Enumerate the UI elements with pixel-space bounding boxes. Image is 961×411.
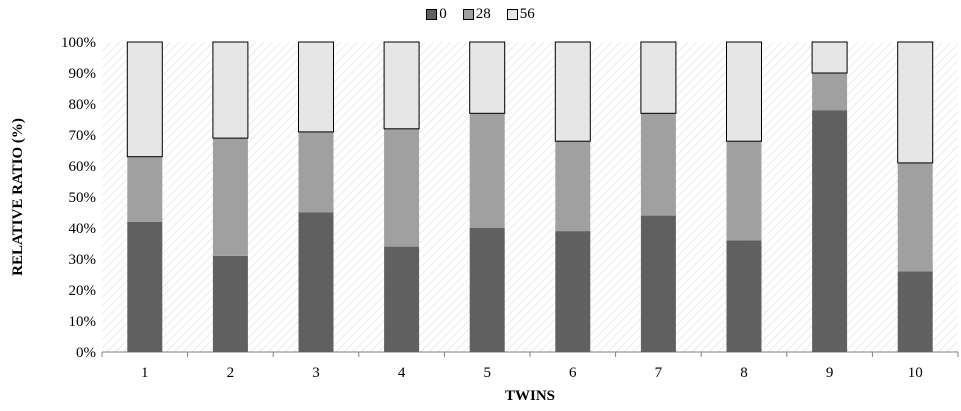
bar-segment-series-0-twin-1 (127, 221, 163, 352)
y-tick-label: 40% (69, 221, 97, 237)
bar-segment-series-28-twin-3 (298, 131, 334, 213)
x-tick-label: 3 (312, 365, 320, 381)
y-tick-label: 100% (61, 35, 96, 51)
bar-segment-series-28-twin-2 (212, 138, 248, 256)
bar-segment-series-56-twin-4 (383, 41, 420, 130)
y-tick-label: 10% (69, 314, 97, 330)
y-axis-title: RELATIVE RATIO (%) (10, 118, 26, 276)
legend-item-0: 0 (426, 6, 447, 23)
x-tick-label: 5 (483, 365, 491, 381)
legend-swatch-56 (506, 9, 518, 20)
bar-segment-series-56-twin-10 (897, 41, 934, 164)
bar-segment-series-0-twin-2 (212, 255, 248, 352)
bar-segment-series-0-twin-3 (298, 212, 334, 352)
legend-item-56: 56 (506, 6, 535, 23)
bar-segment-series-28-twin-9 (812, 73, 848, 111)
bar-segment-series-56-twin-3 (298, 41, 334, 133)
x-tick-label: 7 (655, 365, 663, 381)
y-tick-label: 0% (76, 345, 96, 361)
bar-segment-series-28-twin-1 (127, 156, 163, 222)
legend-item-28: 28 (462, 6, 491, 23)
bar-segment-series-28-twin-10 (897, 162, 933, 272)
bar-segment-series-0-twin-8 (726, 240, 762, 352)
legend-swatch-0 (426, 9, 438, 20)
bar-segment-series-28-twin-4 (384, 128, 420, 247)
bar-segment-series-56-twin-9 (811, 41, 848, 74)
bar-segment-series-0-twin-6 (555, 231, 591, 352)
x-tick-label: 4 (398, 365, 406, 381)
y-tick-label: 50% (69, 190, 97, 206)
bar-segment-series-56-twin-2 (212, 41, 249, 139)
bar-segment-series-0-twin-4 (384, 246, 420, 352)
bar-segment-series-56-twin-5 (469, 41, 506, 114)
y-tick-label: 30% (69, 252, 97, 268)
bar-segment-series-0-twin-10 (897, 271, 933, 352)
bar-segment-series-56-twin-6 (554, 41, 591, 142)
legend: 0 28 56 (0, 6, 961, 23)
legend-label-56: 56 (519, 6, 535, 22)
legend-label-0: 0 (439, 6, 447, 22)
legend-label-28: 28 (475, 6, 491, 22)
bar-segment-series-56-twin-8 (726, 41, 762, 142)
legend-swatch-28 (462, 9, 474, 20)
bar-segment-series-56-twin-7 (640, 41, 677, 114)
bar-segment-series-0-twin-9 (812, 110, 848, 352)
x-tick-label: 8 (740, 365, 748, 381)
x-axis-title: TWINS (505, 388, 555, 404)
x-tick-label: 9 (826, 365, 834, 381)
bar-segment-series-28-twin-8 (726, 141, 762, 241)
bar-segment-series-28-twin-6 (555, 141, 591, 232)
bar-segment-series-28-twin-7 (640, 113, 676, 216)
bar-segment-series-0-twin-7 (640, 215, 676, 352)
x-tick-label: 2 (227, 365, 235, 381)
x-tick-label: 1 (141, 365, 149, 381)
bars (126, 41, 934, 352)
bar-segment-series-28-twin-5 (469, 113, 505, 228)
x-tick-label: 10 (908, 365, 923, 381)
y-tick-label: 70% (69, 128, 97, 144)
y-tick-label: 80% (69, 97, 97, 113)
y-tick-label: 90% (69, 66, 97, 82)
y-tick-label: 20% (69, 283, 97, 299)
x-tick-label: 6 (569, 365, 577, 381)
bar-segment-series-0-twin-5 (469, 228, 505, 352)
y-tick-label: 60% (69, 159, 97, 175)
bar-segment-series-56-twin-1 (126, 41, 163, 158)
